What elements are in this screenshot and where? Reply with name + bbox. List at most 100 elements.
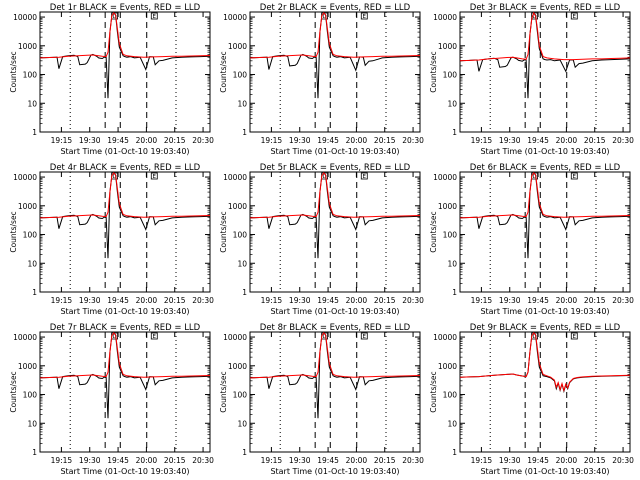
x-tick-label: 19:45 (317, 136, 339, 145)
y-tick-label: 1 (32, 288, 37, 297)
y-tick-label: 100 (233, 231, 248, 240)
interval-box-label: D (322, 334, 326, 340)
panel-title: Det 1r BLACK = Events, RED = LLD (50, 3, 201, 13)
y-axis-label: Counts/sec (9, 51, 18, 92)
interval-box-label: D (322, 174, 326, 180)
y-tick-label: 10000 (223, 13, 247, 22)
detector-panel-5: Det 5r BLACK = Events, RED = LLD 1 10 100 10… (219, 163, 424, 316)
y-tick-label: 10 (237, 259, 247, 268)
interval-box-label: D (322, 14, 326, 20)
y-tick-label: 1 (242, 448, 247, 457)
x-tick-label: 20:00 (136, 296, 158, 305)
x-tick-label: 19:30 (499, 456, 521, 465)
x-tick-label: 20:30 (192, 136, 214, 145)
y-tick-label: 100 (23, 391, 38, 400)
x-tick-label: 20:30 (192, 456, 214, 465)
events-series-line (460, 332, 630, 394)
y-tick-label: 100 (233, 71, 248, 80)
x-tick-label: 19:30 (289, 456, 311, 465)
interval-box (360, 332, 368, 340)
interval-box-label: E (363, 334, 367, 340)
y-tick-label: 10 (447, 419, 457, 428)
panel-title: Det 4r BLACK = Events, RED = LLD (50, 163, 201, 173)
interval-box-label: E (153, 334, 157, 340)
y-axis-label: Counts/sec (9, 211, 18, 252)
x-tick-label: 20:15 (374, 456, 396, 465)
y-tick-label: 100 (23, 231, 38, 240)
interval-box-label: E (153, 174, 157, 180)
x-tick-label: 20:00 (556, 456, 578, 465)
x-tick-label: 19:30 (79, 136, 101, 145)
x-axis-label: Start Time (01-Oct-10 19:03:40) (480, 307, 609, 316)
y-tick-label: 10000 (13, 333, 37, 342)
plot-frame (459, 171, 631, 293)
interval-box-label: D (532, 14, 536, 20)
detector-panel-4: Det 4r BLACK = Events, RED = LLD 1 10 100 10… (9, 163, 214, 316)
x-tick-label: 19:45 (527, 456, 549, 465)
y-tick-label: 10000 (223, 333, 247, 342)
y-axis-label: Counts/sec (429, 211, 438, 252)
interval-box (360, 12, 368, 20)
x-tick-label: 20:15 (164, 456, 186, 465)
interval-box (150, 332, 158, 340)
interval-box-label: E (363, 174, 367, 180)
panel-title: Det 2r BLACK = Events, RED = LLD (260, 3, 411, 13)
interval-box-label: D (112, 14, 116, 20)
x-tick-label: 19:30 (289, 136, 311, 145)
plot-frame (39, 171, 211, 293)
x-axis-label: Start Time (01-Oct-10 19:03:40) (60, 467, 189, 476)
x-tick-label: 19:45 (107, 136, 129, 145)
y-tick-label: 10000 (223, 173, 247, 182)
y-tick-label: 1 (452, 128, 457, 137)
x-tick-label: 20:00 (136, 456, 158, 465)
x-tick-label: 19:15 (471, 136, 493, 145)
y-tick-label: 100 (233, 391, 248, 400)
y-tick-label: 100 (443, 71, 458, 80)
y-axis-label: Counts/sec (219, 211, 228, 252)
x-tick-label: 20:00 (346, 296, 368, 305)
x-tick-label: 20:00 (136, 136, 158, 145)
y-tick-label: 1 (242, 128, 247, 137)
interval-box-label: E (363, 14, 367, 20)
y-tick-label: 10 (447, 99, 457, 108)
panel-title: Det 6r BLACK = Events, RED = LLD (470, 163, 621, 173)
y-tick-label: 10 (27, 259, 37, 268)
x-tick-label: 19:30 (499, 136, 521, 145)
y-tick-label: 1 (32, 448, 37, 457)
detector-panel-3: Det 3r BLACK = Events, RED = LLD 1 10 100 10… (429, 3, 634, 156)
plot-frame (459, 11, 631, 133)
y-axis-label: Counts/sec (9, 371, 18, 412)
interval-box (360, 172, 368, 180)
lld-series-line (250, 332, 420, 379)
x-tick-label: 20:30 (612, 136, 634, 145)
y-tick-label: 1 (32, 128, 37, 137)
x-tick-label: 20:00 (556, 136, 578, 145)
y-tick-label: 10 (237, 419, 247, 428)
interval-box-label: E (573, 334, 577, 340)
y-tick-label: 10 (27, 99, 37, 108)
interval-box (150, 172, 158, 180)
x-tick-label: 19:45 (317, 456, 339, 465)
x-tick-label: 19:45 (107, 296, 129, 305)
x-tick-label: 20:15 (164, 136, 186, 145)
x-tick-label: 20:30 (402, 456, 424, 465)
x-tick-label: 20:00 (346, 456, 368, 465)
y-tick-label: 10000 (13, 13, 37, 22)
detector-panel-2: Det 2r BLACK = Events, RED = LLD 1 10 100 10… (219, 3, 424, 156)
panel-title: Det 7r BLACK = Events, RED = LLD (50, 323, 201, 333)
interval-box-label: E (153, 14, 157, 20)
plot-frame (459, 331, 631, 453)
x-tick-label: 19:30 (79, 456, 101, 465)
interval-box-label: D (532, 174, 536, 180)
y-tick-label: 10 (237, 99, 247, 108)
x-tick-label: 19:15 (51, 136, 73, 145)
panel-title: Det 5r BLACK = Events, RED = LLD (260, 163, 411, 173)
interval-box-label: D (532, 334, 536, 340)
y-tick-label: 1000 (228, 362, 247, 371)
y-tick-label: 1000 (18, 42, 37, 51)
y-tick-label: 1000 (438, 362, 457, 371)
y-axis-label: Counts/sec (219, 371, 228, 412)
interval-box (570, 172, 578, 180)
plot-frame (249, 331, 421, 453)
interval-box-label: E (573, 14, 577, 20)
